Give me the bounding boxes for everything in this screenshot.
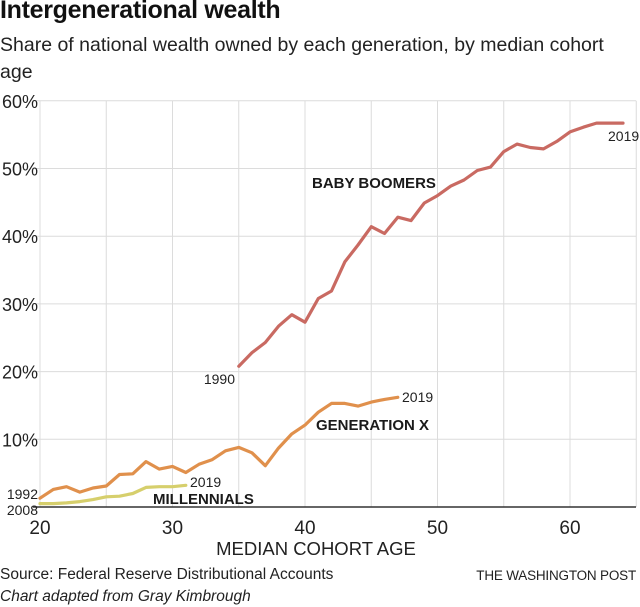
x-axis-label: MEDIAN COHORT AGE (216, 538, 416, 559)
chart-title: Intergenerational wealth (0, 0, 281, 24)
series-line-generation-x (38, 395, 400, 500)
y-tick-label: 30% (2, 295, 38, 315)
series-label: BABY BOOMERS (312, 175, 436, 192)
series-line-baby-boomers (237, 121, 625, 368)
series-start-label: 1992 (7, 486, 38, 502)
y-tick-label: 40% (2, 227, 38, 247)
credit-note: Chart adapted from Gray Kimbrough (0, 588, 251, 605)
chart-subtitle: Share of national wealth owned by each g… (0, 34, 604, 83)
x-tick-label: 20 (29, 518, 50, 539)
y-tick-label: 50% (2, 160, 38, 180)
y-tick-label: 20% (2, 363, 38, 383)
series-end-label: 2019 (608, 128, 639, 144)
series-end-label: 2019 (402, 389, 433, 405)
series-lines (38, 121, 625, 506)
x-tick-label: 60 (559, 518, 580, 539)
y-tick-label: 10% (2, 430, 38, 450)
series-label: GENERATION X (316, 417, 429, 434)
series-start-label: 2008 (7, 502, 38, 518)
series-start-label: 1990 (204, 371, 235, 387)
x-tick-label: 40 (294, 518, 315, 539)
series-line-millennials (38, 483, 188, 506)
source-note: Source: Federal Reserve Distributional A… (0, 566, 334, 583)
x-tick-label: 50 (427, 518, 448, 539)
grid (33, 100, 637, 508)
publisher-brand: THE WASHINGTON POST (476, 568, 636, 583)
y-tick-label: 60% (2, 92, 38, 112)
labels: 10% 20% 30% 40% 50% 60% 20 30 40 50 60 MEDIAN COHOR… (2, 92, 639, 559)
series-end-label: 2019 (190, 474, 221, 490)
series-label: MILLENNIALS (153, 491, 254, 508)
x-tick-label: 30 (162, 518, 183, 539)
